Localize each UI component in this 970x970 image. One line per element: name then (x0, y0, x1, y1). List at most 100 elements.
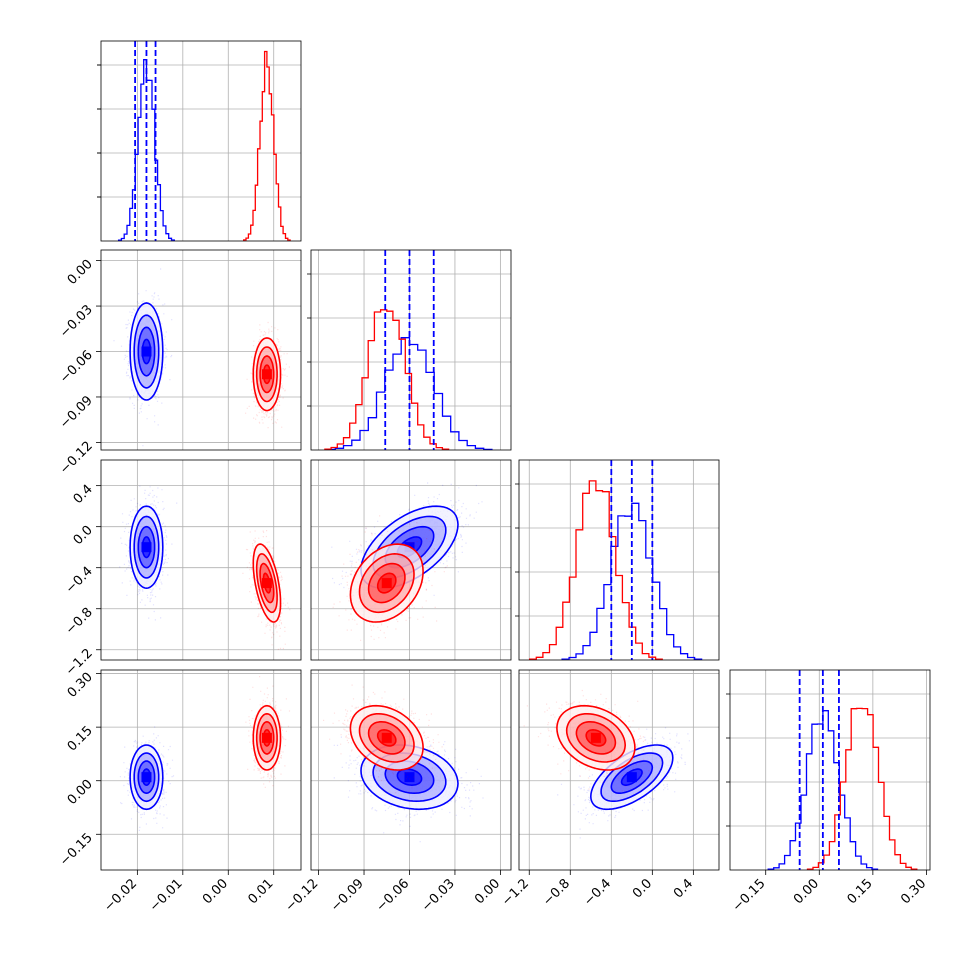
y-tick-label: −0.09 (57, 393, 96, 432)
diag-panel-3 (726, 669, 931, 871)
contour-line-series-0 (589, 744, 674, 811)
contour-line-series-0 (141, 338, 152, 365)
contour-line-series-1 (556, 704, 636, 771)
histogram-series-1 (806, 707, 918, 870)
scatter-panel-3-2 (518, 669, 720, 871)
scatter-panel-2-0 (100, 459, 302, 661)
y-tick-label: −0.06 (57, 348, 96, 387)
x-tick-label: −0.02 (101, 876, 140, 915)
contour-line-series-0 (133, 314, 160, 389)
contour-line-series-0 (610, 760, 654, 795)
x-tick-label: 0.00 (200, 876, 231, 907)
contour-line-series-0 (384, 760, 435, 795)
contour-line-series-1 (255, 553, 278, 614)
panel-content (119, 485, 291, 650)
x-tick-label: 0.01 (245, 876, 276, 907)
contour-line-series-0 (137, 326, 156, 377)
y-tick-label: −1.2 (63, 646, 96, 679)
y-tick-label: 0.0 (71, 523, 96, 548)
contour-line-series-1 (349, 704, 424, 771)
x-tick-label: −0.01 (147, 876, 186, 915)
x-tick-label: 0.00 (791, 876, 822, 907)
scatter-panel-3-0 (100, 669, 302, 871)
x-tick-label: −0.15 (730, 876, 769, 915)
contour-line-series-0 (129, 302, 164, 401)
x-tick-label: 0.0 (630, 876, 655, 901)
x-tick-label: 0.00 (472, 876, 503, 907)
histogram-series-1 (529, 480, 663, 660)
panel-frame (100, 669, 302, 871)
contour-line-series-0 (141, 536, 152, 559)
panel-frame (100, 40, 302, 242)
panel-frame (100, 459, 302, 661)
panel-frame (310, 669, 512, 871)
contour-line-series-0 (141, 768, 152, 787)
density-peak-series-0 (141, 772, 152, 783)
density-peak-series-0 (141, 346, 152, 357)
scatter-panel-3-1 (310, 669, 512, 871)
contour-line-series-1 (252, 543, 282, 623)
contour-line-series-1 (255, 346, 278, 403)
density-peak-series-1 (381, 732, 392, 743)
contour-line-series-1 (259, 355, 275, 394)
density-peak-series-1 (261, 369, 272, 380)
panel-frame (729, 669, 931, 871)
contour-line-series-1 (262, 364, 272, 385)
contour-line-series-0 (129, 744, 164, 811)
density-peak-series-1 (381, 578, 392, 589)
panel-frame (310, 249, 512, 451)
x-tick-label: 0.4 (671, 876, 696, 901)
y-tick-label: 0.4 (71, 482, 96, 507)
contour-line-series-1 (252, 337, 282, 412)
y-tick-label: 0.00 (65, 257, 96, 288)
contour-line-series-1 (575, 720, 617, 755)
contour-line-series-1 (358, 712, 415, 763)
x-tick-label: −0.03 (419, 876, 458, 915)
contour-line-series-1 (349, 543, 424, 623)
panel-frame (310, 459, 512, 661)
scatter-panel-2-1 (310, 459, 512, 661)
density-peak-series-1 (261, 578, 272, 589)
x-tick-label: −0.8 (540, 876, 573, 909)
x-tick-label: −1.2 (499, 876, 532, 909)
x-tick-label: −0.12 (283, 876, 322, 915)
x-tick-label: −0.06 (374, 876, 413, 915)
y-tick-label: −0.12 (57, 439, 96, 478)
scatter-panel-1-0 (100, 249, 302, 451)
panel-content (113, 268, 290, 447)
panel-content (331, 482, 483, 641)
contour-line-series-0 (137, 525, 156, 569)
density-peak-series-0 (141, 542, 152, 553)
contour-line-series-0 (133, 515, 160, 579)
contour-line-series-1 (565, 712, 627, 763)
contour-line-series-1 (367, 562, 406, 604)
contour-line-series-0 (360, 744, 459, 811)
panel-frame (518, 459, 720, 661)
contour-line-series-0 (372, 752, 447, 803)
contour-line-series-1 (376, 572, 397, 594)
contour-line-series-0 (600, 752, 664, 803)
y-tick-label: −0.4 (63, 564, 96, 597)
density-peak-series-1 (261, 732, 272, 743)
density-peak-series-0 (404, 772, 415, 783)
panel-content (119, 676, 291, 831)
contour-line-series-1 (259, 562, 275, 604)
contour-line-series-1 (262, 572, 272, 594)
x-tick-label: 0.30 (898, 876, 929, 907)
diag-panel-0 (97, 40, 302, 242)
panel-frame (100, 249, 302, 451)
contour-line-series-1 (252, 704, 282, 771)
contour-line-series-1 (259, 720, 275, 755)
density-peak-series-1 (590, 732, 601, 743)
x-tick-label: 0.15 (845, 876, 876, 907)
y-tick-label: −0.8 (63, 605, 96, 638)
histogram-series-1 (243, 50, 291, 241)
contour-line-series-1 (376, 728, 397, 747)
contour-line-series-1 (255, 712, 278, 763)
x-tick-label: −0.09 (328, 876, 367, 915)
y-tick-label: −0.15 (57, 831, 96, 870)
diag-panel-2 (515, 459, 720, 661)
histogram-series-1 (324, 309, 450, 450)
contour-line-series-0 (129, 505, 164, 590)
